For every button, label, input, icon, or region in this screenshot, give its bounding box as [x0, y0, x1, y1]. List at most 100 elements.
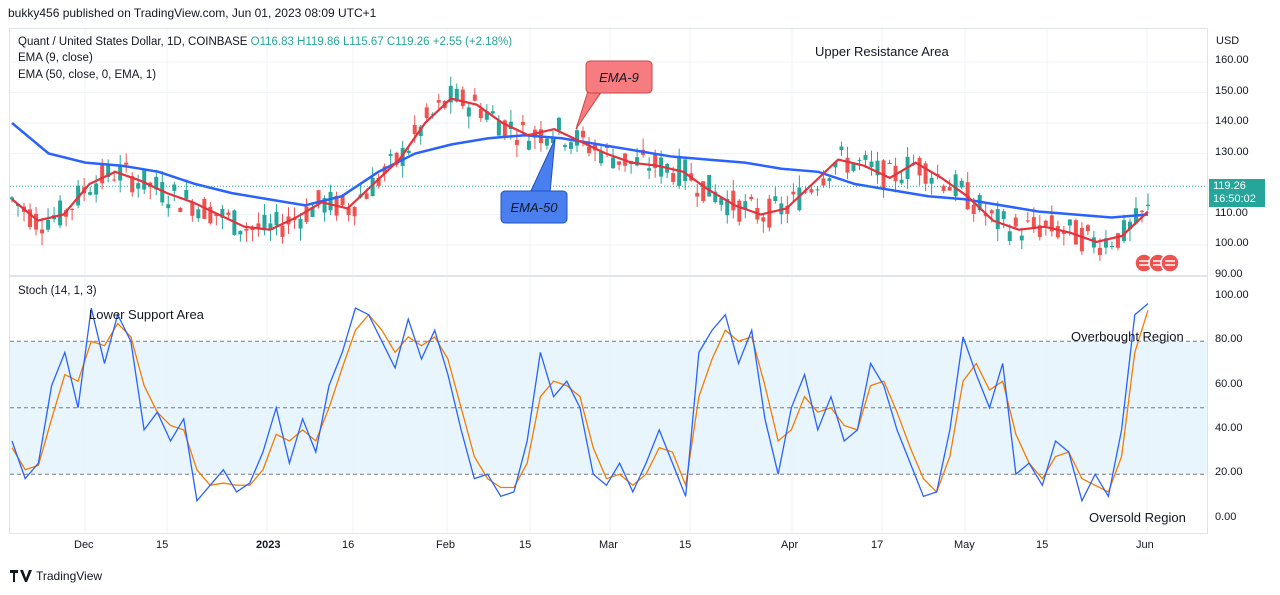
- time-tick-label: 17: [871, 539, 884, 551]
- ema50-legend[interactable]: EMA (50, close, 0, EMA, 1): [18, 69, 157, 81]
- candle-body: [178, 207, 183, 213]
- event-flag-icon[interactable]: [1160, 253, 1180, 273]
- stoch-panel[interactable]: [9, 276, 1208, 534]
- ema9-line: [11, 97, 1149, 244]
- candle-body: [214, 214, 219, 217]
- candle-body: [1121, 220, 1126, 242]
- candle-body: [10, 197, 14, 200]
- upper-resistance-annotation: Upper Resistance Area: [815, 44, 949, 59]
- candle-body: [917, 157, 922, 176]
- candle-body: [713, 191, 718, 203]
- candle-body: [1049, 215, 1054, 232]
- candle-body: [971, 204, 976, 215]
- ema9-legend[interactable]: EMA (9, close): [18, 52, 93, 64]
- lower-support-annotation: Lower Support Area: [89, 307, 204, 322]
- footer-brand[interactable]: TradingView: [10, 569, 102, 583]
- candle-body: [647, 168, 652, 171]
- candle-body: [370, 177, 375, 197]
- candle-body: [436, 100, 441, 103]
- candle-body: [611, 157, 616, 169]
- candle-body: [64, 210, 69, 217]
- event-flag-icon[interactable]: [1134, 253, 1154, 273]
- candle-body: [496, 120, 501, 136]
- candle-body: [821, 178, 826, 186]
- stoch-tick-label: 80.00: [1215, 333, 1243, 346]
- candle-body: [719, 198, 724, 205]
- candle-body: [346, 207, 351, 216]
- candle-body: [406, 150, 411, 154]
- candle-body: [1091, 237, 1096, 248]
- time-tick-label: 16: [342, 539, 355, 551]
- candle-body: [544, 138, 549, 146]
- candle-body: [1001, 211, 1006, 219]
- candle-body: [130, 176, 135, 193]
- candle-body: [1085, 225, 1090, 232]
- candle-body: [454, 88, 459, 102]
- stoch-tick-label: 60.00: [1215, 377, 1243, 390]
- candle-body: [124, 162, 129, 165]
- currency-label: USD: [1216, 35, 1240, 47]
- candle-body: [809, 189, 814, 193]
- candle-body: [412, 124, 417, 135]
- candle-body: [1043, 220, 1048, 226]
- candle-body: [448, 85, 453, 103]
- stoch-legend[interactable]: Stoch (14, 1, 3): [18, 285, 97, 297]
- candle-body: [376, 177, 381, 186]
- symbol-legend[interactable]: Quant / United States Dollar, 1D, COINBA…: [18, 36, 512, 48]
- candle-body: [304, 206, 309, 222]
- candle-body: [76, 185, 81, 206]
- candle-body: [484, 111, 489, 120]
- stoch-chart-canvas[interactable]: [10, 277, 1207, 533]
- candle-body: [70, 209, 75, 211]
- tradingview-logo-icon: [10, 570, 32, 582]
- time-tick-label: 2023: [256, 539, 281, 551]
- time-tick-label: Jun: [1136, 539, 1154, 551]
- time-tick-label: Feb: [436, 539, 455, 551]
- ohlc-open: O116.83: [250, 36, 294, 48]
- candle-body: [797, 187, 802, 211]
- candle-body: [388, 154, 393, 156]
- candle-body: [1146, 204, 1150, 206]
- candle-body: [695, 192, 700, 197]
- stoch-tick-label: 20.00: [1215, 466, 1243, 479]
- candle-body: [208, 206, 213, 224]
- candle-body: [1061, 231, 1066, 234]
- candle-body: [262, 214, 267, 231]
- candle-body: [160, 182, 165, 203]
- candle-body: [478, 108, 483, 119]
- publish-header: bukky456 published on TradingView.com, J…: [8, 6, 377, 20]
- candle-body: [707, 174, 712, 197]
- candle-body: [725, 198, 730, 216]
- candle-body: [28, 209, 33, 228]
- price-panel[interactable]: EMA-9 EMA-50: [9, 28, 1208, 276]
- candle-body: [520, 121, 525, 125]
- last-price-tag: 119.26 16:50:02: [1209, 179, 1265, 207]
- candle-body: [1109, 246, 1114, 248]
- candle-body: [88, 192, 93, 195]
- price-tick-label: 110.00: [1215, 206, 1248, 219]
- candle-body: [328, 191, 333, 211]
- candle-body: [653, 154, 658, 169]
- price-tick-label: 90.00: [1215, 267, 1243, 280]
- candle-body: [502, 120, 507, 137]
- price-tick-label: 100.00: [1215, 237, 1249, 249]
- symbol-title: Quant / United States Dollar, 1D, COINBA…: [18, 36, 248, 48]
- candle-body: [1127, 221, 1132, 230]
- candle-body: [112, 179, 117, 181]
- stoch-tick-label: 0.00: [1215, 510, 1237, 523]
- candle-body: [460, 89, 465, 107]
- bar-countdown: 16:50:02: [1213, 193, 1256, 205]
- candle-body: [100, 164, 105, 184]
- price-tick-label: 160.00: [1215, 54, 1249, 66]
- candle-body: [959, 180, 964, 188]
- candle-body: [1097, 247, 1102, 255]
- candle-body: [1055, 226, 1060, 238]
- candle-body: [568, 142, 573, 149]
- candle-body: [941, 185, 946, 191]
- overbought-annotation: Overbought Region: [1071, 329, 1184, 344]
- candle-body: [737, 200, 742, 222]
- price-chart-canvas[interactable]: EMA-9 EMA-50: [10, 29, 1207, 275]
- candle-body: [34, 213, 39, 230]
- candle-body: [514, 139, 519, 145]
- time-tick-label: 15: [519, 539, 532, 551]
